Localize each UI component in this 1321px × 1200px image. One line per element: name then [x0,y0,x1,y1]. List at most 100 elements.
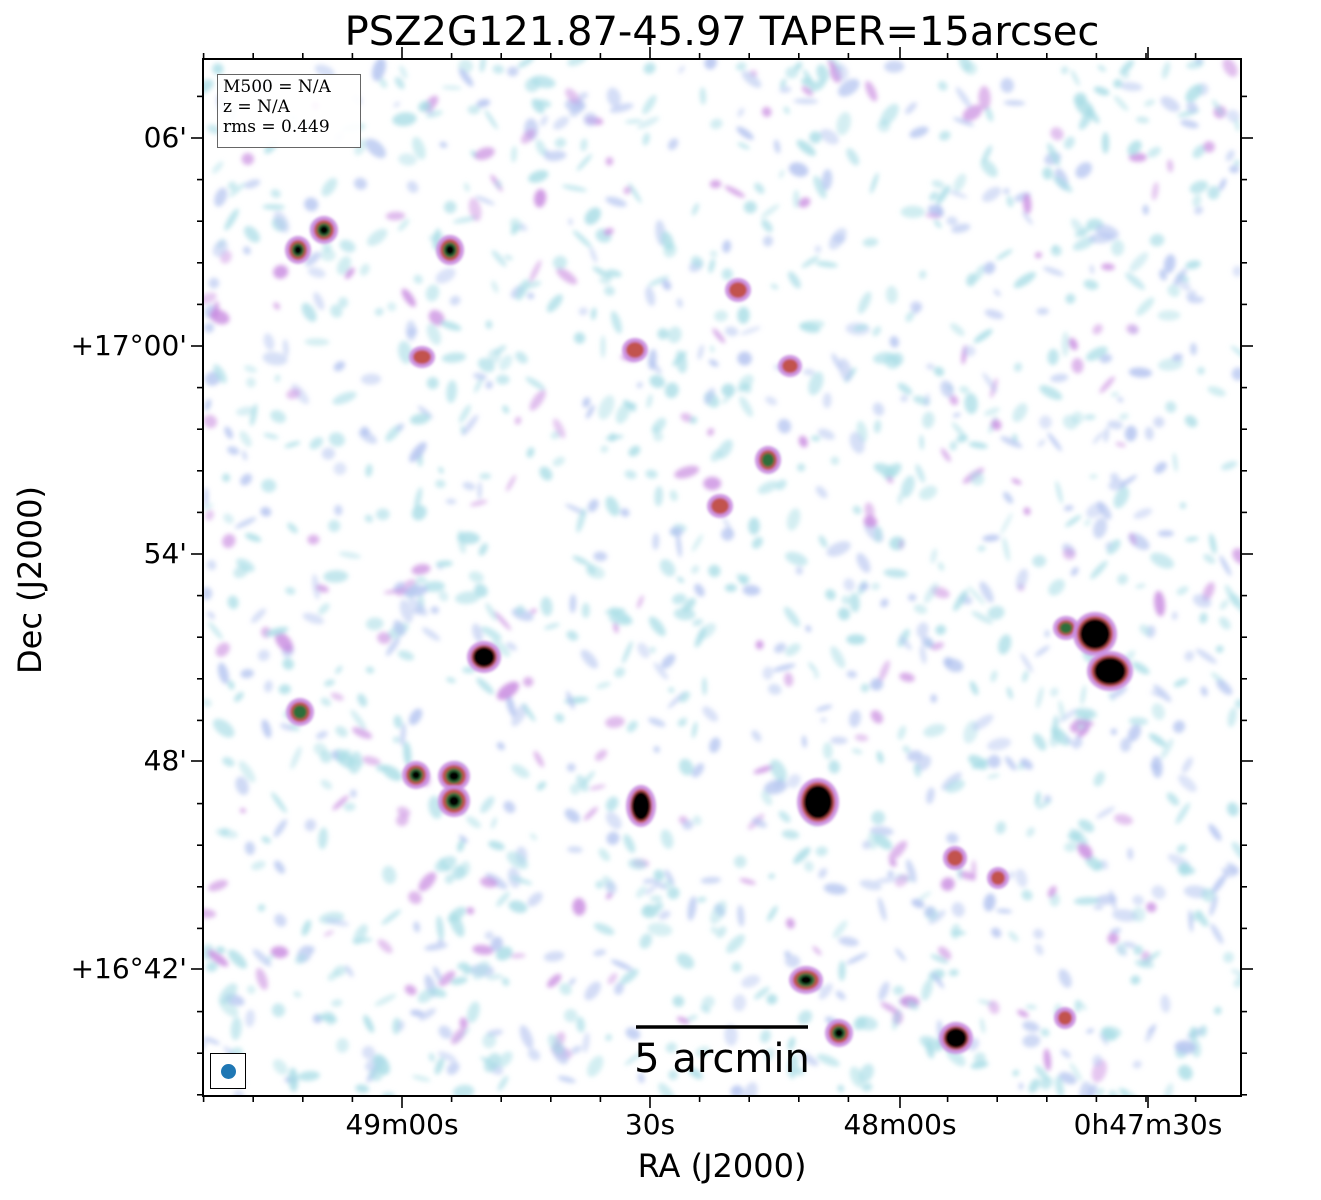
noise-blob [320,697,331,707]
noise-blob [1166,792,1180,806]
noise-blob [382,865,397,884]
noise-blob [1073,92,1087,106]
noise-blob [919,270,927,279]
noise-blob [262,351,288,366]
noise-blob [271,792,287,814]
source-core [1079,618,1111,650]
noise-blob [660,829,674,849]
noise-blob [970,471,985,486]
noise-blob [925,212,942,219]
noise-blob [486,973,503,981]
noise-blob [816,64,829,83]
noise-blob [700,876,722,884]
noise-blob [208,277,220,289]
noise-blob [392,112,417,127]
noise-blob [696,896,707,903]
noise-blob [874,876,901,884]
noise-blob [1234,159,1241,166]
noise-blob [691,202,699,216]
noise-blob [450,1027,466,1045]
noise-blob [507,66,519,77]
noise-blob [941,772,962,791]
noise-blob [743,200,757,214]
noise-blob [1184,650,1195,662]
noise-blob [724,326,739,337]
noise-blob [873,351,896,364]
noise-blob [1119,59,1134,75]
noise-blob [561,184,588,192]
noise-blob [900,395,909,402]
noise-blob [1085,346,1108,361]
noise-blob [203,487,209,507]
noise-blob [642,94,657,115]
noise-blob [851,748,863,755]
noise-blob [859,582,869,591]
noise-blob [439,141,448,148]
noise-blob [434,856,457,872]
noise-blob [328,432,345,447]
noise-blob [615,402,631,424]
noise-blob [1061,331,1070,357]
noise-blob [862,840,871,850]
noise-blob [208,621,223,640]
noise-blob [544,622,560,630]
noise-blob [301,302,317,322]
noise-blob [485,381,493,389]
noise-blob [592,266,613,280]
noise-blob [403,741,412,766]
noise-blob [1022,1021,1040,1032]
noise-blob [324,918,350,927]
noise-blob [205,961,218,972]
noise-blob [499,354,513,371]
noise-blob [270,410,286,424]
noise-blob [556,267,578,285]
noise-blob [539,466,553,481]
noise-blob [775,479,787,491]
noise-blob [257,904,266,912]
noise-blob [1130,975,1141,985]
noise-blob [1108,479,1126,491]
noise-blob [889,336,900,348]
noise-blob [613,621,619,634]
noise-blob [1103,427,1110,443]
noise-blob [1197,366,1205,375]
noise-blob [784,954,801,968]
noise-blob [1043,266,1064,277]
noise-blob [605,196,627,207]
noise-blob [894,948,906,962]
noise-blob [963,61,978,75]
noise-blob [923,723,946,737]
noise-blob [479,59,486,73]
noise-blob [567,846,583,853]
noise-blob [1184,415,1198,428]
noise-blob [864,502,875,520]
noise-blob [830,736,848,745]
noise-blob [701,996,715,1009]
noise-blob [1127,847,1134,860]
noise-blob [377,939,393,954]
noise-blob [1230,345,1241,360]
info-box: M500 = N/A z = N/A rms = 0.449 [217,74,361,148]
noise-blob [891,1008,901,1031]
noise-blob [233,565,249,579]
noise-blob [815,846,828,857]
noise-blob [304,818,317,832]
noise-blob [1121,70,1130,79]
noise-blob [624,119,643,124]
noise-blob [769,759,787,782]
noise-blob [428,309,445,326]
noise-blob [406,180,419,193]
noise-blob [304,197,319,212]
radio-source [778,355,802,377]
noise-blob [799,1052,819,1067]
noise-blob [1234,118,1240,132]
noise-blob [307,267,326,278]
noise-blob [865,80,878,102]
noise-blob [559,983,572,996]
noise-blob [265,626,289,637]
noise-blob [1151,182,1159,201]
noise-blob [1161,61,1171,79]
noise-blob [1129,252,1149,273]
noise-blob [722,240,732,253]
noise-blob [357,693,368,707]
